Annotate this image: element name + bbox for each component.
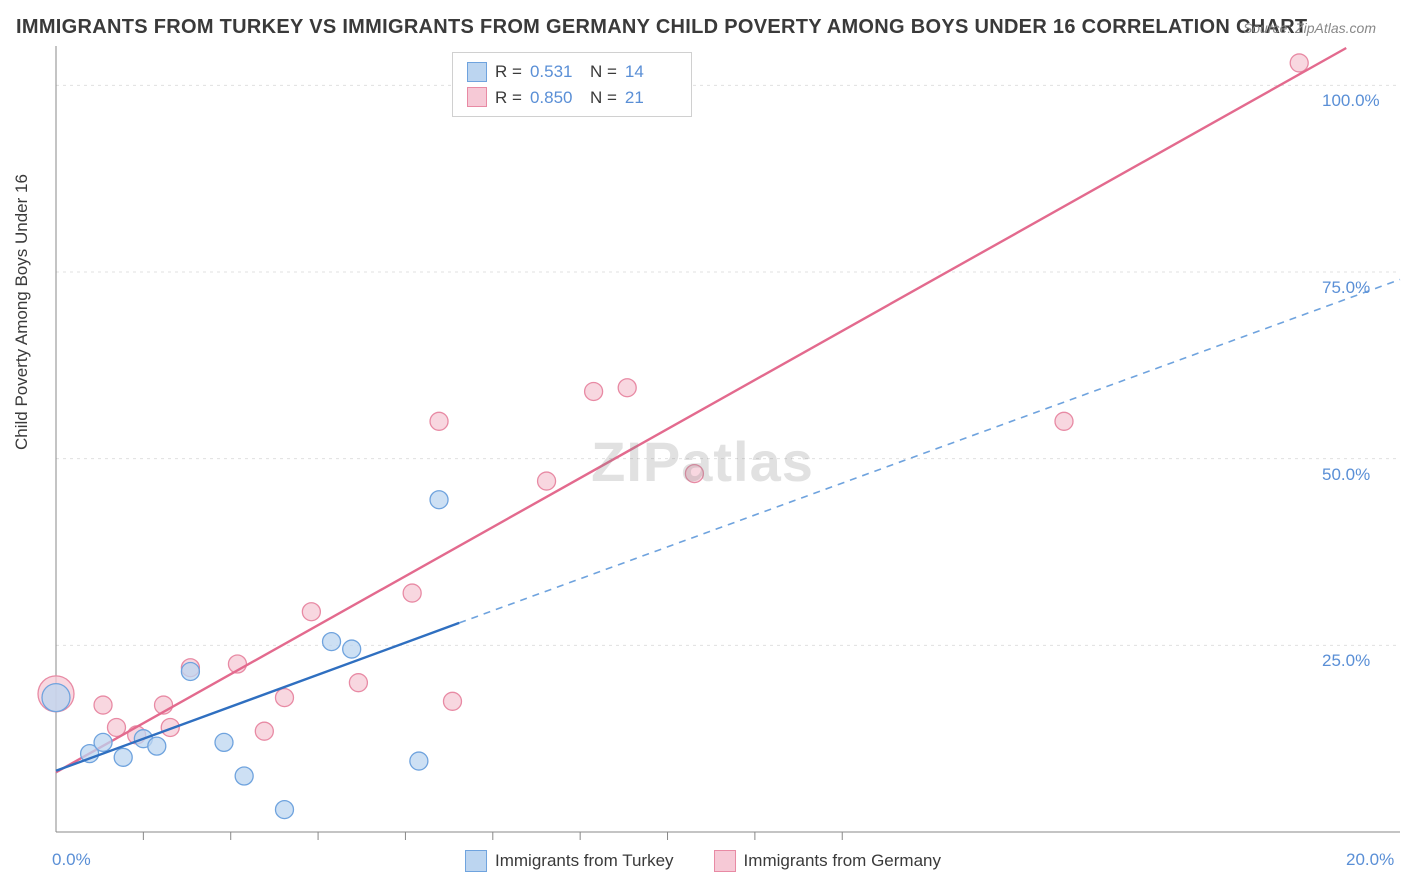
legend-label-turkey: Immigrants from Turkey: [495, 851, 674, 871]
stats-n-label: N =: [590, 85, 617, 111]
stats-r-turkey: 0.531: [530, 59, 582, 85]
correlation-stats-box: R = 0.531 N = 14 R = 0.850 N = 21: [452, 52, 692, 117]
germany-swatch-icon: [467, 87, 487, 107]
legend-label-germany: Immigrants from Germany: [744, 851, 941, 871]
x-tick-label: 0.0%: [52, 850, 91, 870]
turkey-swatch-icon: [465, 850, 487, 872]
stats-n-turkey: 14: [625, 59, 677, 85]
stats-r-germany: 0.850: [530, 85, 582, 111]
turkey-swatch-icon: [467, 62, 487, 82]
stats-r-label: R =: [495, 59, 522, 85]
legend: Immigrants from Turkey Immigrants from G…: [465, 850, 941, 872]
germany-swatch-icon: [714, 850, 736, 872]
y-tick-label: 75.0%: [1322, 278, 1370, 298]
stats-n-germany: 21: [625, 85, 677, 111]
stats-r-label: R =: [495, 85, 522, 111]
legend-item-germany: Immigrants from Germany: [714, 850, 941, 872]
y-tick-label: 25.0%: [1322, 651, 1370, 671]
stats-n-label: N =: [590, 59, 617, 85]
x-tick-label: 20.0%: [1346, 850, 1394, 870]
y-tick-label: 100.0%: [1322, 91, 1380, 111]
legend-item-turkey: Immigrants from Turkey: [465, 850, 674, 872]
y-tick-label: 50.0%: [1322, 465, 1370, 485]
stats-row-turkey: R = 0.531 N = 14: [467, 59, 677, 85]
correlation-chart: IMMIGRANTS FROM TURKEY VS IMMIGRANTS FRO…: [0, 0, 1406, 892]
plot-area: [0, 0, 1406, 892]
stats-row-germany: R = 0.850 N = 21: [467, 85, 677, 111]
